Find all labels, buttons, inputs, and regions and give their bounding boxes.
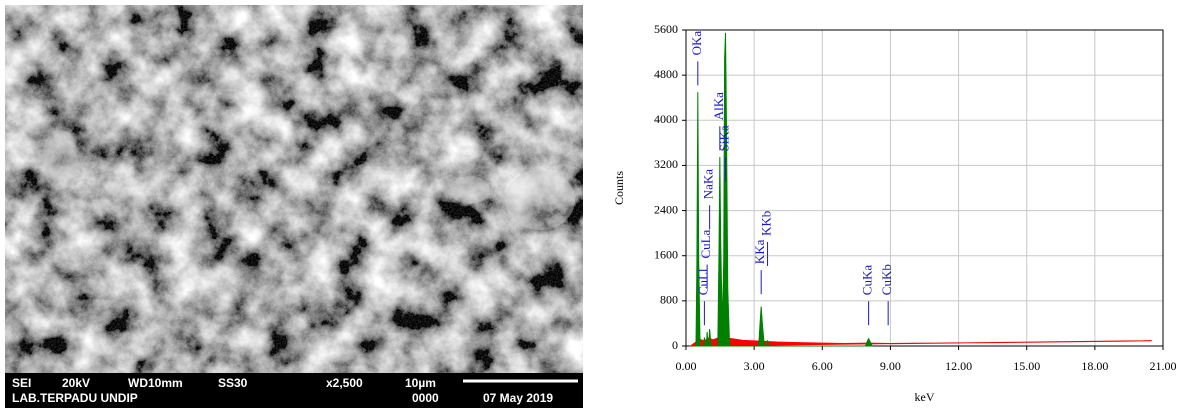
peak-label: KKa bbox=[752, 239, 767, 264]
x-tick-label: 15.00 bbox=[1013, 359, 1040, 373]
sem-grain bbox=[5, 5, 583, 373]
y-tick-label: 4000 bbox=[654, 112, 678, 126]
y-tick-label: 3200 bbox=[654, 157, 678, 171]
peak-label: OKa bbox=[689, 31, 704, 56]
spectrum-area bbox=[692, 32, 874, 347]
x-tick-label: 21.00 bbox=[1150, 359, 1177, 373]
sem-particle bbox=[450, 176, 490, 204]
sem-particle bbox=[42, 130, 78, 190]
sem-info-text: 07 May 2019 bbox=[483, 391, 553, 405]
sem-info-text: WD10mm bbox=[128, 376, 183, 390]
sem-info-bar bbox=[5, 373, 583, 408]
peak-label: CuKa bbox=[860, 265, 875, 296]
peak-label: CuLa bbox=[698, 229, 713, 258]
plot-frame bbox=[685, 29, 1164, 347]
peak-label: NaKa bbox=[701, 169, 716, 200]
sem-info-text: SEI bbox=[12, 376, 31, 390]
spectrum-area bbox=[689, 336, 1152, 347]
sem-info-text: LAB.TERPADU UNDIP bbox=[12, 391, 138, 405]
sem-particle bbox=[505, 170, 575, 230]
y-tick-label: 800 bbox=[660, 293, 678, 307]
x-tick-label: 3.00 bbox=[744, 359, 765, 373]
peak-label: KKb bbox=[759, 211, 774, 236]
x-tick-label: 12.00 bbox=[945, 359, 972, 373]
peak-label: CuKb bbox=[879, 264, 894, 295]
chart: 0 800 1600 2400 3200 4000 4800 5600 0.00 3.00 6.00… bbox=[612, 22, 1177, 404]
y-axis-label: Counts bbox=[612, 171, 626, 205]
peak-label: AlKa bbox=[711, 92, 726, 120]
sem-info-text: x2,500 bbox=[326, 376, 363, 390]
peak-label: CuLl bbox=[695, 268, 710, 295]
sem-image: SEI 20kV WD10mm SS30 x2,500 10µm LAB.TERPADU U… bbox=[5, 5, 583, 408]
sem-info-text: 0000 bbox=[412, 391, 439, 405]
y-tick-label: 1600 bbox=[654, 247, 678, 261]
x-tick-label: 6.00 bbox=[812, 359, 833, 373]
y-tick-label: 2400 bbox=[654, 202, 678, 216]
peak-label: SiKa bbox=[717, 125, 732, 151]
x-tick-label: 18.00 bbox=[1081, 359, 1108, 373]
x-tick-label: 9.00 bbox=[880, 359, 901, 373]
y-tick-label: 4800 bbox=[654, 67, 678, 81]
sem-info-text: 20kV bbox=[62, 376, 90, 390]
x-tick-label: 0.00 bbox=[676, 359, 697, 373]
y-tick-label: 0 bbox=[672, 338, 678, 352]
x-axis-label: keV bbox=[915, 390, 935, 404]
sem-info-text: SS30 bbox=[218, 376, 248, 390]
y-tick-label: 5600 bbox=[654, 22, 678, 36]
sem-info-text: 10µm bbox=[405, 376, 436, 390]
